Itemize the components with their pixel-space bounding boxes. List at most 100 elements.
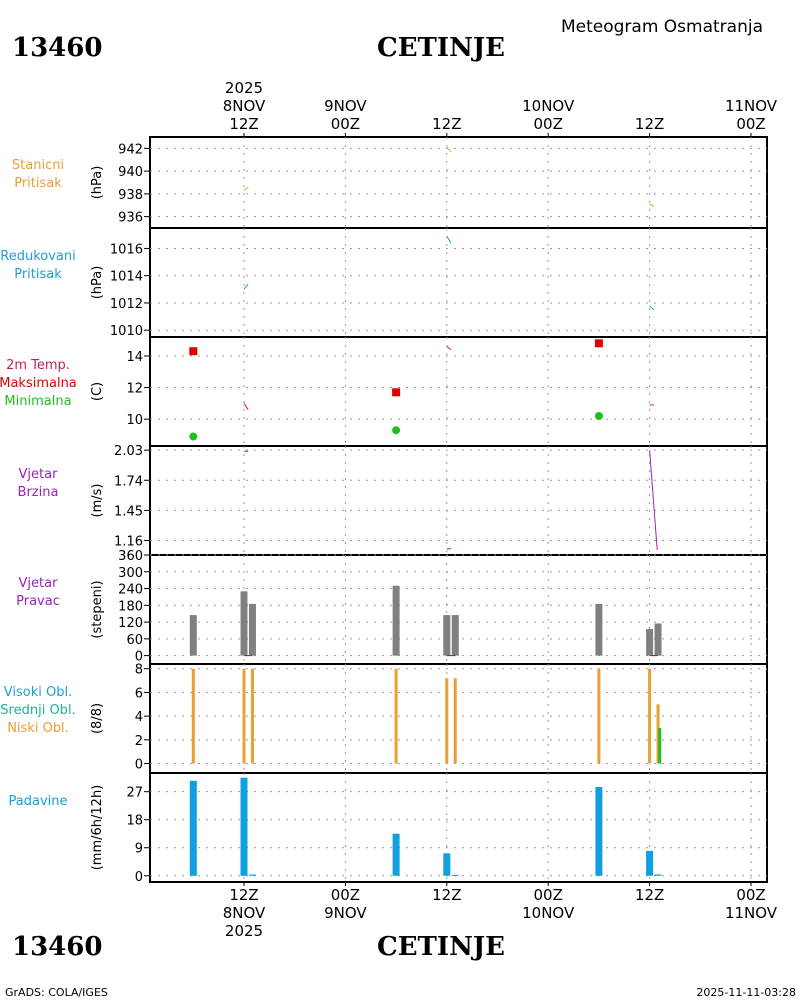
cloud-bar	[191, 668, 195, 764]
min-temp-point	[392, 426, 401, 435]
bar	[451, 615, 459, 656]
panel-station-pressure: 936 938 940 942 (hPa) Stanicni Pritisak	[12, 136, 768, 229]
series-segment	[446, 235, 452, 244]
date-label-bottom: 9NOV	[324, 904, 367, 922]
panels: 936938940942(hPa)StanicniPritisak1010101…	[0, 136, 768, 885]
bar	[654, 623, 662, 656]
bar	[240, 591, 248, 656]
bar	[451, 874, 459, 876]
y-tick-label: 942	[118, 142, 143, 157]
credit: GrADS: COLA/IGES	[5, 986, 108, 999]
year-label-top: 2025	[225, 79, 263, 97]
panel-label-line: Padavine	[9, 794, 68, 809]
min-temp-point	[594, 411, 603, 420]
date-label-top: 8NOV	[223, 97, 266, 115]
y-tick-label: 1.16	[114, 534, 143, 549]
station-name-top: CETINJE	[377, 33, 505, 63]
panel-label-line: Maksimalna	[0, 376, 77, 391]
y-tick-label: 10	[126, 413, 143, 428]
cloud-bar	[648, 668, 652, 764]
unit-label: (hPa)	[90, 166, 105, 200]
series-segment	[649, 450, 658, 550]
panel-label-line: Vjetar	[19, 576, 59, 591]
time-label-bottom: 12Z	[229, 886, 258, 904]
bar	[443, 615, 451, 656]
y-tick-label: 2.03	[114, 444, 143, 459]
unit-label: (stepeni)	[90, 580, 105, 638]
y-tick-label: 1.45	[114, 504, 143, 519]
y-tick-label: 0	[135, 870, 143, 885]
panel-label-line: Redukovani	[0, 249, 75, 264]
y-tick-label: 300	[118, 566, 143, 581]
panel-label-line: Stanicni	[12, 158, 64, 173]
cloud-bar	[658, 727, 662, 764]
panel-frame	[149, 336, 768, 447]
time-label-bottom: 00Z	[331, 886, 360, 904]
y-tick-label: 9	[135, 842, 143, 857]
timestamp: 2025-11-11-03:28	[696, 986, 796, 999]
panel-precipitation: 0 9 18 27 (mm/6h/12h) Padavine	[9, 772, 768, 885]
series-segment	[649, 203, 655, 207]
unit-label: (hPa)	[90, 266, 105, 300]
y-tick-label: 1016	[110, 242, 143, 257]
time-label-bottom: 00Z	[534, 886, 563, 904]
bar	[654, 874, 662, 876]
bar	[189, 615, 197, 656]
y-tick-label: 120	[118, 616, 143, 631]
unit-label: (mm/6h/12h)	[90, 785, 105, 871]
bar	[646, 850, 654, 876]
panel-label-line: Pritisak	[14, 176, 62, 191]
bar	[240, 777, 248, 876]
date-label-top: 11NOV	[725, 97, 778, 115]
panel-label-line: Brzina	[18, 485, 59, 500]
chart-title: Meteogram Osmatranja	[561, 17, 763, 37]
panel-temperature: 10 12 14 (C) 2m Temp. Maksimalna Minimalna	[0, 336, 768, 447]
temp-segment	[243, 403, 249, 410]
y-tick-label: 240	[118, 583, 143, 598]
panel-cloud-cover: 0 2 4 6 8 (8/8) Visoki Obl. Srednji Obl. Niski O…	[0, 663, 768, 774]
date-label-bottom: 11NOV	[725, 904, 778, 922]
date-label-bottom: 8NOV	[223, 904, 266, 922]
panel-reduced-pressure: 1010 1012 1014 1016 (hPa) Redukovani Pritisak	[0, 227, 768, 339]
y-tick-label: 14	[126, 350, 143, 365]
y-tick-label: 1010	[110, 324, 143, 339]
y-tick-label: 2	[135, 734, 143, 749]
y-tick-label: 12	[126, 382, 143, 397]
panel-frame	[149, 136, 768, 229]
min-temp-point	[189, 432, 198, 441]
panel-label-line: Visoki Obl.	[4, 685, 72, 700]
bar	[646, 629, 654, 656]
y-tick-label: 8	[135, 663, 143, 678]
series-segment	[243, 283, 249, 290]
time-label-top: 00Z	[331, 115, 360, 133]
cloud-bar	[242, 668, 246, 764]
cloud-bar	[453, 678, 457, 764]
y-tick-label: 1.74	[114, 474, 143, 489]
panel-label-line: Pritisak	[14, 267, 62, 282]
max-temp-point	[189, 347, 198, 356]
y-tick-label: 4	[135, 710, 143, 725]
time-label-bottom: 00Z	[736, 886, 765, 904]
bar	[392, 585, 400, 656]
y-tick-label: 6	[135, 686, 143, 701]
max-temp-point	[594, 339, 603, 348]
y-tick-label: 936	[118, 211, 143, 226]
time-label-top: 12Z	[635, 115, 664, 133]
panel-label-line: 2m Temp.	[6, 358, 70, 373]
bar	[595, 787, 603, 876]
y-tick-label: 180	[118, 599, 143, 614]
y-tick-label: 1012	[110, 297, 143, 312]
unit-label: (8/8)	[90, 703, 105, 734]
time-label-top: 00Z	[534, 115, 563, 133]
station-id-top: 13460	[12, 33, 102, 63]
bar	[595, 603, 603, 656]
y-tick-label: 940	[118, 165, 143, 180]
date-label-bottom: 10NOV	[522, 904, 575, 922]
station-name-bottom: CETINJE	[377, 932, 505, 962]
panel-wind-speed: 1.16 1.45 1.74 2.03 (m/s) Vjetar Brzina	[18, 444, 768, 556]
series-segment	[446, 146, 452, 153]
y-tick-label: 0	[135, 758, 143, 773]
time-label-bottom: 12Z	[635, 886, 664, 904]
time-label-bottom: 12Z	[432, 886, 461, 904]
